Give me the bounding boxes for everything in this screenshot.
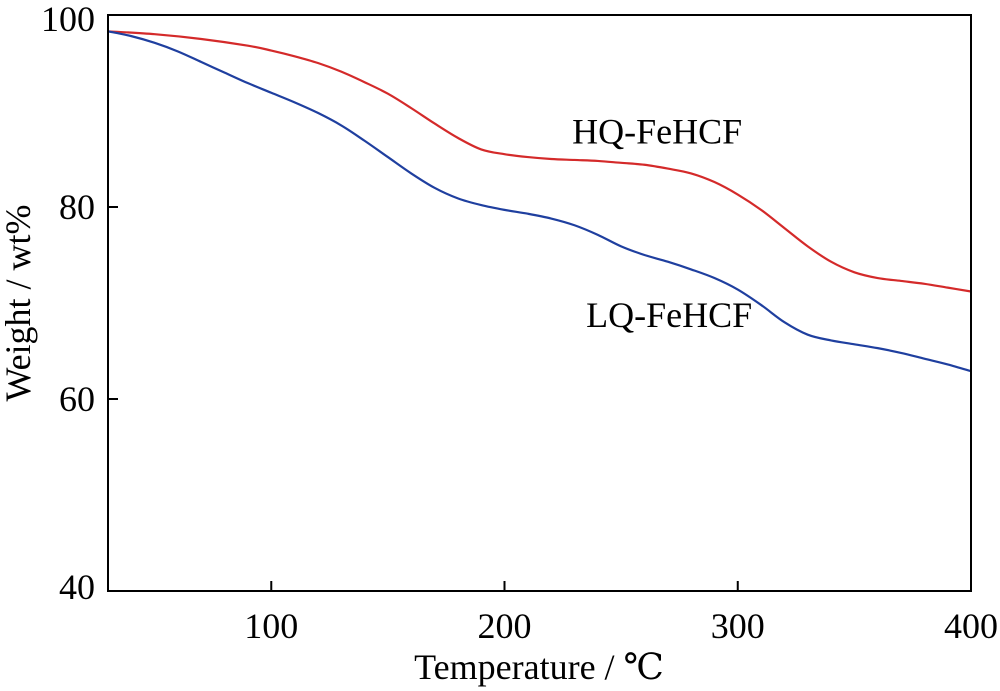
series-line-hq-fehcf: [107, 30, 972, 293]
x-tick-label: 300: [711, 606, 765, 646]
axis-ticks: [108, 14, 972, 592]
y-tick-label: 100: [41, 0, 95, 39]
y-tick-label: 40: [59, 567, 95, 607]
series-label-lq-fehcf: LQ-FeHCF: [586, 295, 752, 335]
chart-marks: [107, 30, 972, 373]
y-tick-label: 80: [59, 187, 95, 227]
y-axis-label: Weight / wt%: [0, 204, 38, 401]
x-tick-label: 200: [478, 606, 532, 646]
x-axis-label: Temperature / ℃: [414, 647, 664, 687]
series-label-hq-fehcf: HQ-FeHCF: [572, 112, 742, 152]
plot-frame: [107, 14, 972, 592]
y-tick-label: 60: [59, 379, 95, 419]
series-labels: HQ-FeHCF LQ-FeHCF: [572, 112, 752, 335]
x-tick-label: 400: [944, 606, 998, 646]
axis-tick-labels: 100 200 300 400 40 60 80 100: [41, 0, 998, 646]
series-line-lq-fehcf: [107, 30, 972, 373]
x-tick-label: 100: [244, 606, 298, 646]
